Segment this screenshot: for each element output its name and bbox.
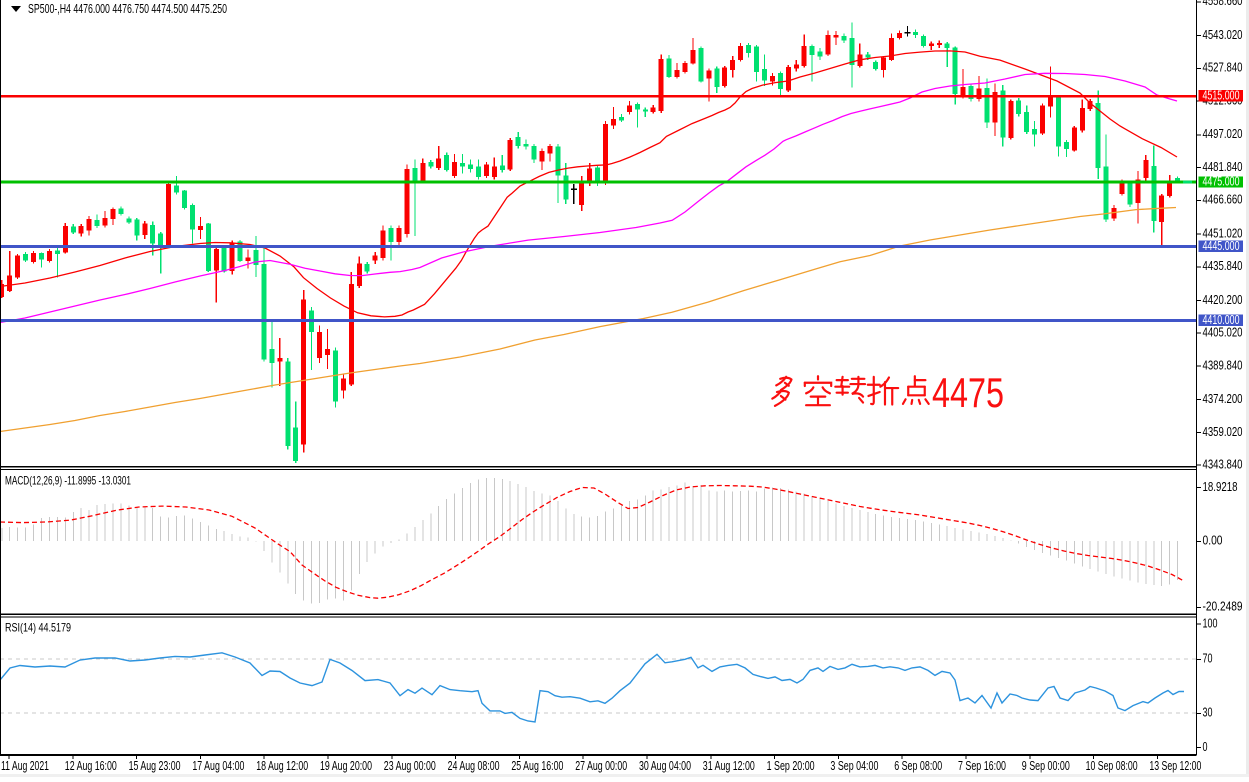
svg-text:13 Sep 12:00: 13 Sep 12:00 [1149,759,1201,773]
svg-text:7 Sep 16:00: 7 Sep 16:00 [958,759,1006,773]
svg-text:4359.020: 4359.020 [1203,425,1243,439]
svg-text:0: 0 [1203,740,1208,754]
svg-text:100: 100 [1203,616,1218,630]
svg-text:70: 70 [1203,652,1213,666]
svg-text:4405.020: 4405.020 [1203,326,1243,340]
svg-text:12 Aug 16:00: 12 Aug 16:00 [65,759,117,773]
svg-text:25 Aug 16:00: 25 Aug 16:00 [511,759,563,773]
svg-text:3 Sep 04:00: 3 Sep 04:00 [830,759,878,773]
svg-text:4497.020: 4497.020 [1203,127,1243,141]
svg-text:4420.200: 4420.200 [1203,293,1243,307]
svg-text:4558.660: 4558.660 [1203,0,1243,8]
svg-text:SP500-,H4 4476.000 4476.750 44: SP500-,H4 4476.000 4476.750 4474.500 447… [28,2,227,16]
svg-text:4343.840: 4343.840 [1203,458,1243,472]
svg-text:27 Aug 00:00: 27 Aug 00:00 [575,759,627,773]
svg-text:10 Sep 08:00: 10 Sep 08:00 [1086,759,1138,773]
svg-text:6 Sep 08:00: 6 Sep 08:00 [894,759,942,773]
svg-text:4451.020: 4451.020 [1203,226,1243,240]
svg-text:18 Aug 12:00: 18 Aug 12:00 [256,759,308,773]
svg-text:0.00: 0.00 [1203,534,1223,548]
svg-text:19 Aug 20:00: 19 Aug 20:00 [320,759,372,773]
svg-text:18.9218: 18.9218 [1203,480,1238,494]
svg-text:RSI(14) 44.5179: RSI(14) 44.5179 [5,621,71,635]
svg-text:4445.000: 4445.000 [1203,239,1240,253]
svg-text:4374.200: 4374.200 [1203,392,1243,406]
svg-text:11 Aug 2021: 11 Aug 2021 [1,759,49,773]
svg-text:4410.000: 4410.000 [1203,313,1240,327]
svg-text:4435.840: 4435.840 [1203,259,1243,273]
svg-text:9 Sep 00:00: 9 Sep 00:00 [1022,759,1070,773]
svg-text:4475: 4475 [932,369,1004,416]
svg-text:4475.000: 4475.000 [1203,175,1240,189]
svg-text:4543.020: 4543.020 [1203,28,1243,42]
svg-text:4466.660: 4466.660 [1203,193,1243,207]
svg-text:15 Aug 23:00: 15 Aug 23:00 [129,759,181,773]
svg-text:4527.840: 4527.840 [1203,61,1243,75]
svg-text:4389.840: 4389.840 [1203,358,1243,372]
svg-text:24 Aug 08:00: 24 Aug 08:00 [448,759,500,773]
svg-text:4515.000: 4515.000 [1203,88,1240,102]
svg-text:1 Sep 20:00: 1 Sep 20:00 [767,759,815,773]
svg-text:-20.2489: -20.2489 [1203,600,1243,614]
svg-text:23 Aug 00:00: 23 Aug 00:00 [384,759,436,773]
svg-text:31 Aug 12:00: 31 Aug 12:00 [703,759,755,773]
svg-text:30 Aug 04:00: 30 Aug 04:00 [639,759,691,773]
svg-text:4481.840: 4481.840 [1203,160,1243,174]
svg-text:MACD(12,26,9) -11.8995 -13.030: MACD(12,26,9) -11.8995 -13.0301 [5,474,131,488]
svg-text:30: 30 [1203,706,1213,720]
svg-text:17 Aug 04:00: 17 Aug 04:00 [192,759,244,773]
